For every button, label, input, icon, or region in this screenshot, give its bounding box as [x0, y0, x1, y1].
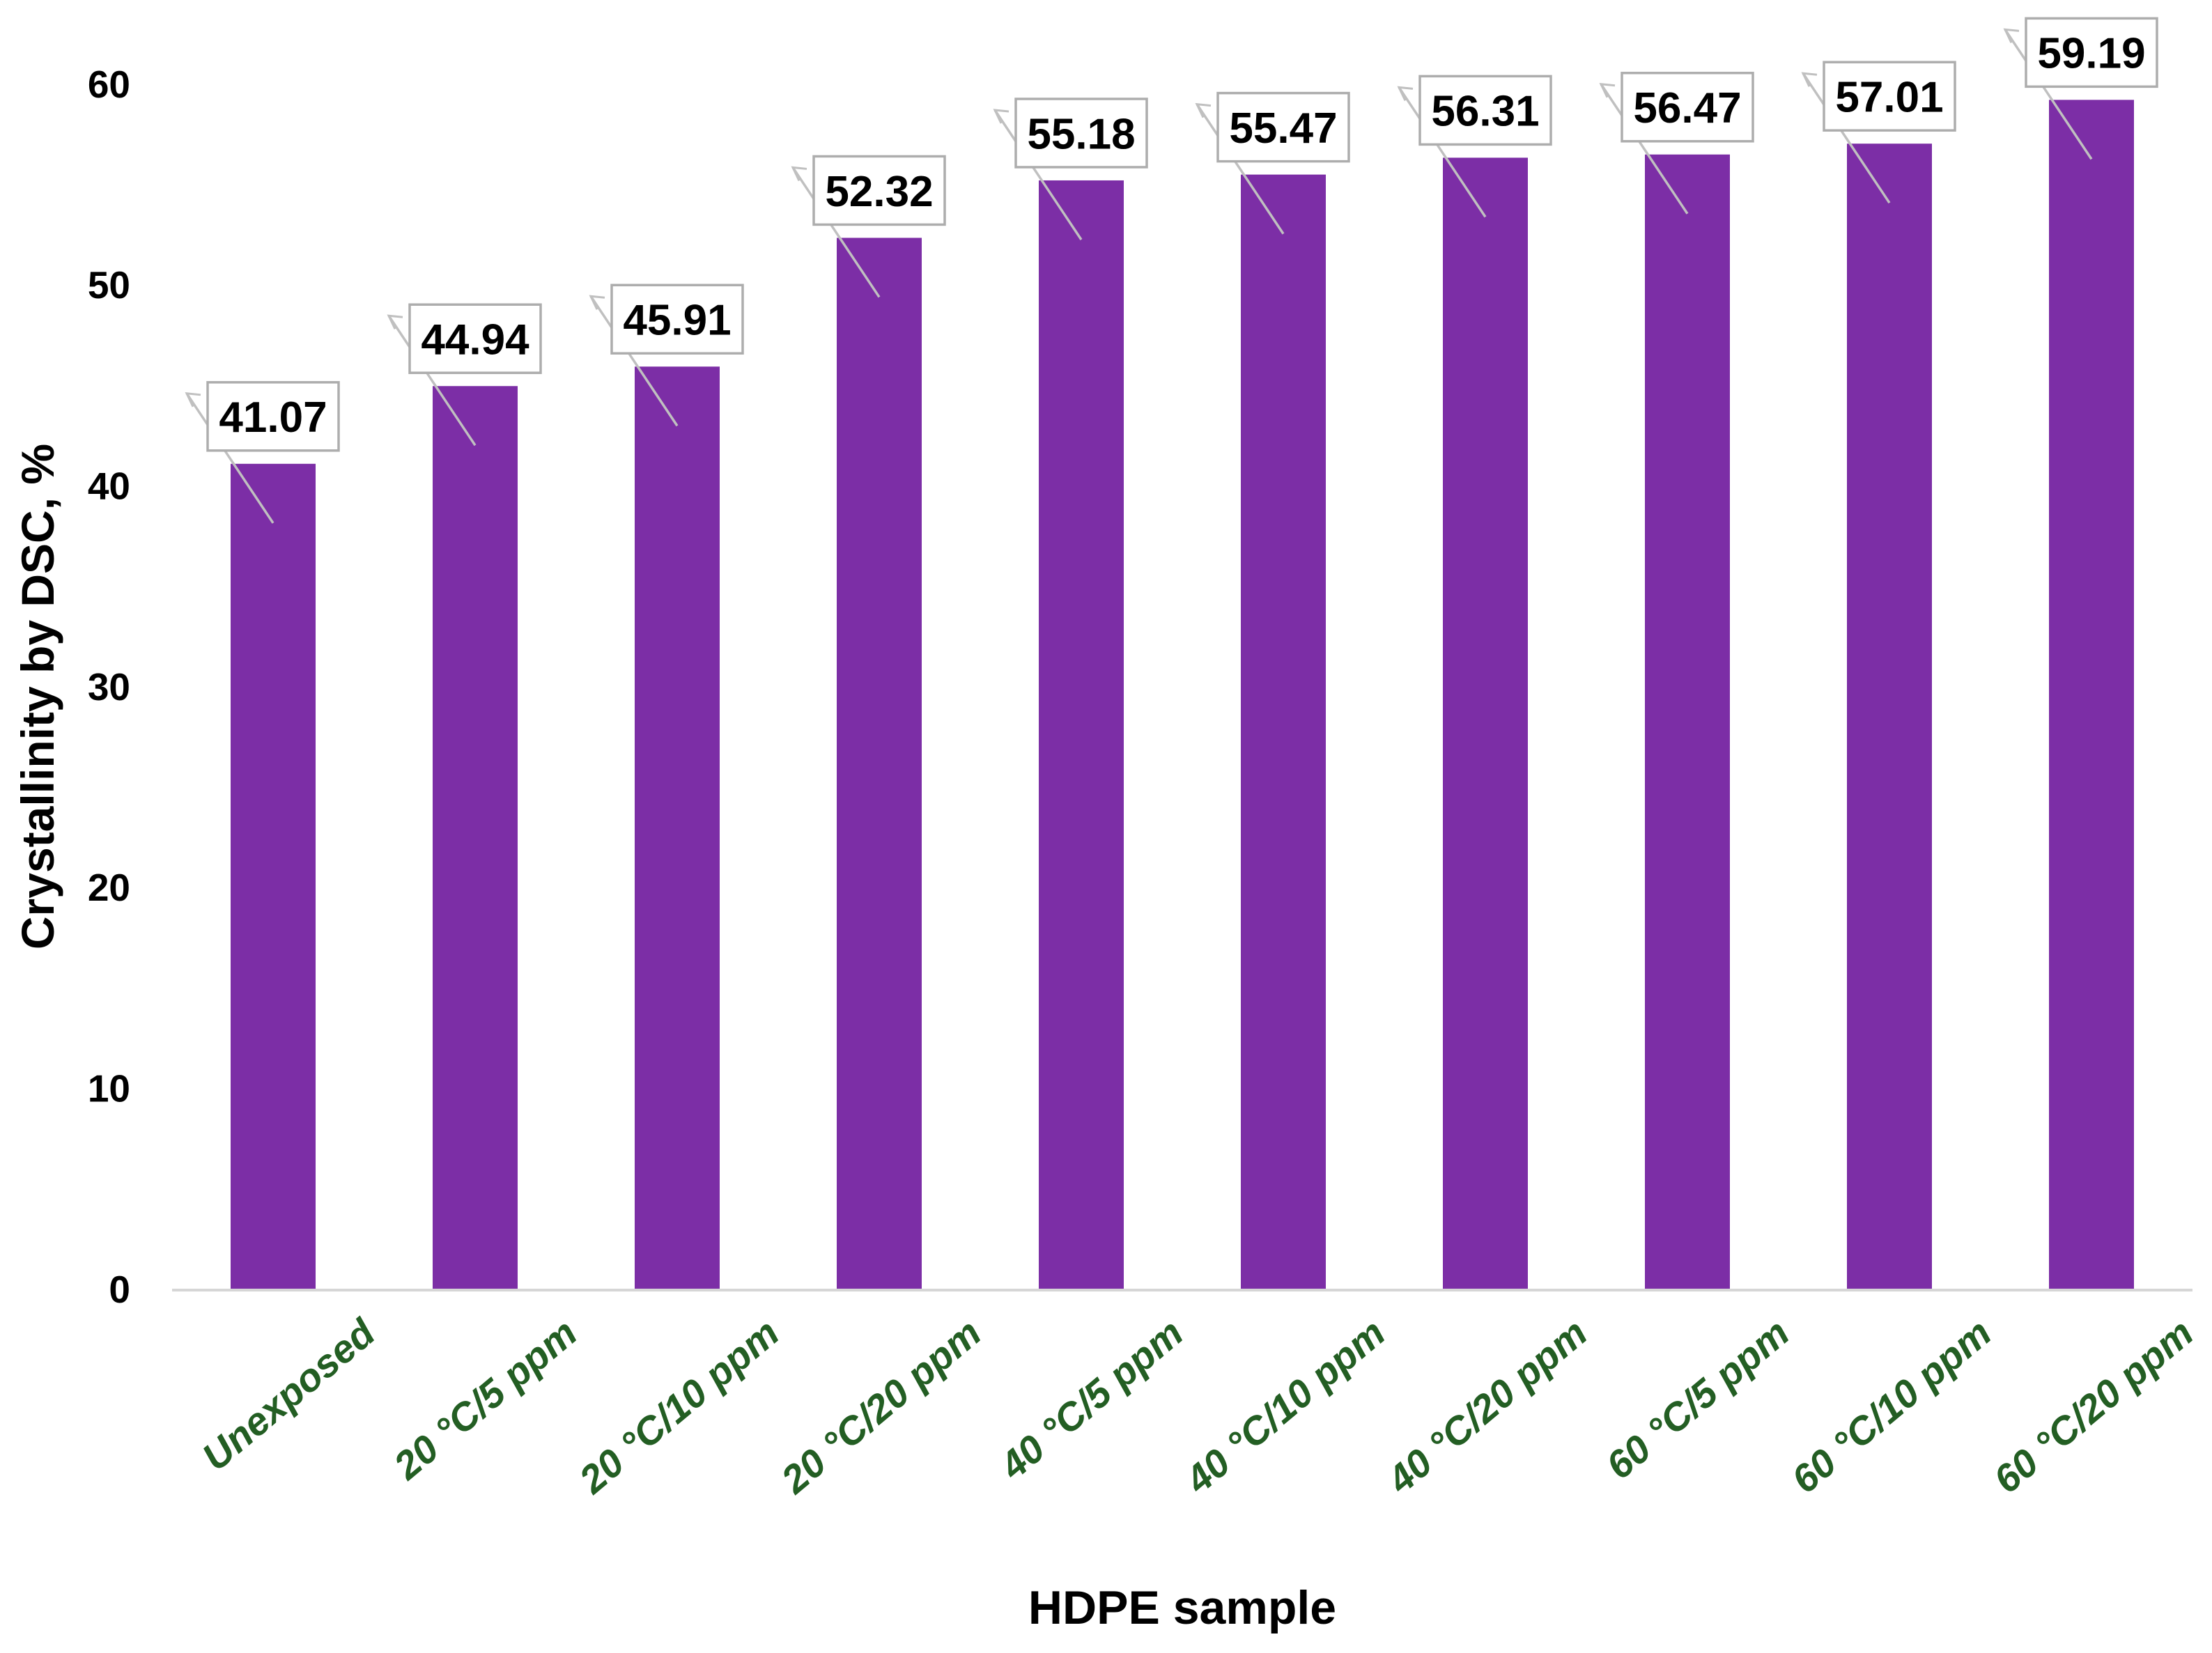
value-label-box-6 [1418, 75, 1552, 146]
value-label-box-5 [1216, 91, 1350, 163]
leader-line-0 [185, 392, 274, 524]
leader-arrowhead-6 [1397, 86, 1414, 102]
bar-5 [1241, 174, 1326, 1289]
x-tick-label-0: Unexposed [194, 1310, 384, 1479]
leader-arrowhead-1 [387, 314, 403, 329]
leader-arrowhead-9 [2003, 28, 2020, 43]
leader-arrowhead-8 [1801, 72, 1818, 87]
leader-line-6 [1398, 86, 1487, 218]
x-tick-label-3: 20 °C/20 ppm [773, 1310, 989, 1502]
x-tick-label-1: 20 °C/5 ppm [385, 1310, 585, 1488]
value-label-4: 55.18 [1027, 110, 1135, 158]
leader-arrowhead-2 [589, 295, 605, 310]
value-label-9: 59.19 [2037, 30, 2145, 78]
value-label-box-4 [1014, 98, 1148, 169]
leader-line-7 [1600, 83, 1689, 215]
bar-3 [837, 238, 922, 1289]
leader-line-4 [993, 109, 1083, 240]
y-tick-label-30: 30 [88, 665, 130, 708]
value-label-3: 52.32 [825, 168, 933, 216]
bar-9 [2049, 100, 2134, 1289]
value-label-8: 57.01 [1835, 74, 1943, 122]
x-tick-label-2: 20 °C/10 ppm [571, 1310, 787, 1502]
bar-0 [231, 463, 316, 1289]
value-label-6: 56.31 [1431, 88, 1539, 136]
value-label-box-3 [812, 155, 946, 226]
leader-line-8 [1802, 72, 1891, 204]
value-label-0: 41.07 [219, 394, 327, 442]
bar-7 [1645, 154, 1730, 1289]
leader-arrowhead-4 [993, 109, 1010, 124]
leader-line-5 [1196, 103, 1285, 235]
x-tick-label-4: 40 °C/5 ppm [991, 1310, 1191, 1488]
value-label-box-7 [1621, 72, 1754, 143]
leader-arrowhead-5 [1195, 102, 1212, 118]
value-label-box-0 [206, 381, 340, 452]
x-tick-label-7: 60 °C/5 ppm [1598, 1310, 1797, 1488]
leader-line-3 [791, 166, 881, 298]
leader-arrowhead-0 [185, 392, 201, 408]
bar-1 [433, 386, 518, 1289]
bar-4 [1039, 180, 1124, 1289]
y-tick-label-20: 20 [88, 866, 130, 909]
bar-6 [1443, 157, 1528, 1289]
x-axis-title: HDPE sample [1028, 1581, 1337, 1634]
leader-line-9 [2004, 29, 2093, 160]
value-label-box-2 [610, 284, 744, 355]
leader-arrowhead-3 [791, 166, 807, 182]
value-label-box-8 [1823, 61, 1956, 132]
leader-line-2 [589, 295, 679, 427]
y-tick-label-10: 10 [88, 1066, 130, 1110]
value-label-7: 56.47 [1633, 84, 1741, 132]
y-tick-label-0: 0 [109, 1268, 130, 1311]
leader-line-1 [387, 315, 477, 447]
y-tick-label-40: 40 [88, 464, 130, 507]
leader-arrowhead-7 [1599, 83, 1616, 98]
x-tick-label-8: 60 °C/10 ppm [1783, 1310, 1999, 1502]
value-label-box-9 [2025, 17, 2158, 88]
y-tick-label-60: 60 [88, 63, 130, 106]
x-tick-label-5: 40 °C/10 ppm [1177, 1310, 1393, 1502]
value-label-2: 45.91 [623, 297, 731, 345]
x-tick-label-9: 60 °C/20 ppm [1985, 1310, 2201, 1502]
x-tick-label-6: 40 °C/20 ppm [1379, 1310, 1595, 1502]
value-label-5: 55.47 [1229, 104, 1337, 153]
y-tick-label-50: 50 [88, 263, 130, 306]
value-label-box-1 [408, 303, 542, 374]
bar-2 [635, 366, 720, 1289]
bar-8 [1847, 143, 1932, 1289]
value-label-1: 44.94 [421, 316, 529, 364]
